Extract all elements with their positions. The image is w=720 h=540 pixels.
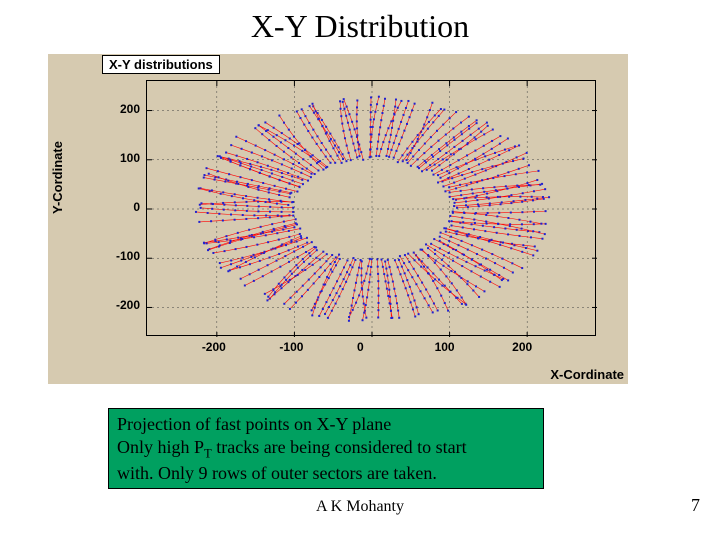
- x-tick-label: -200: [202, 340, 226, 354]
- caption-line2a: Only high P: [117, 437, 204, 457]
- scatter-plot-svg: [147, 81, 597, 337]
- y-tick-label: 100: [120, 151, 140, 165]
- x-tick-label: 100: [435, 340, 455, 354]
- y-tick-label: -200: [116, 298, 140, 312]
- caption-line1: Projection of fast points on X-Y plane: [117, 414, 391, 434]
- x-tick-label: 0: [357, 340, 364, 354]
- caption-line2b: tracks are being considered to start: [212, 437, 467, 457]
- x-axis-label: X-Cordinate: [550, 367, 624, 382]
- page-number: 7: [691, 495, 700, 516]
- y-tick-label: -100: [116, 249, 140, 263]
- plot-area: [146, 80, 596, 336]
- chart-container: X-Y distributions Y-Cordinate X-Cordinat…: [48, 54, 628, 384]
- x-tick-label: 200: [512, 340, 532, 354]
- author-name: A K Mohanty: [0, 498, 720, 516]
- caption-line3: with. Only 9 rows of outer sectors are t…: [117, 463, 437, 483]
- y-axis-label: Y-Cordinate: [50, 141, 65, 214]
- caption-box: Projection of fast points on X-Y plane O…: [108, 408, 544, 489]
- page-title: X-Y Distribution: [0, 0, 720, 45]
- x-tick-label: -100: [279, 340, 303, 354]
- y-tick-label: 0: [133, 200, 140, 214]
- chart-legend: X-Y distributions: [102, 55, 220, 74]
- y-tick-label: 200: [120, 102, 140, 116]
- caption-subscript: T: [204, 446, 212, 460]
